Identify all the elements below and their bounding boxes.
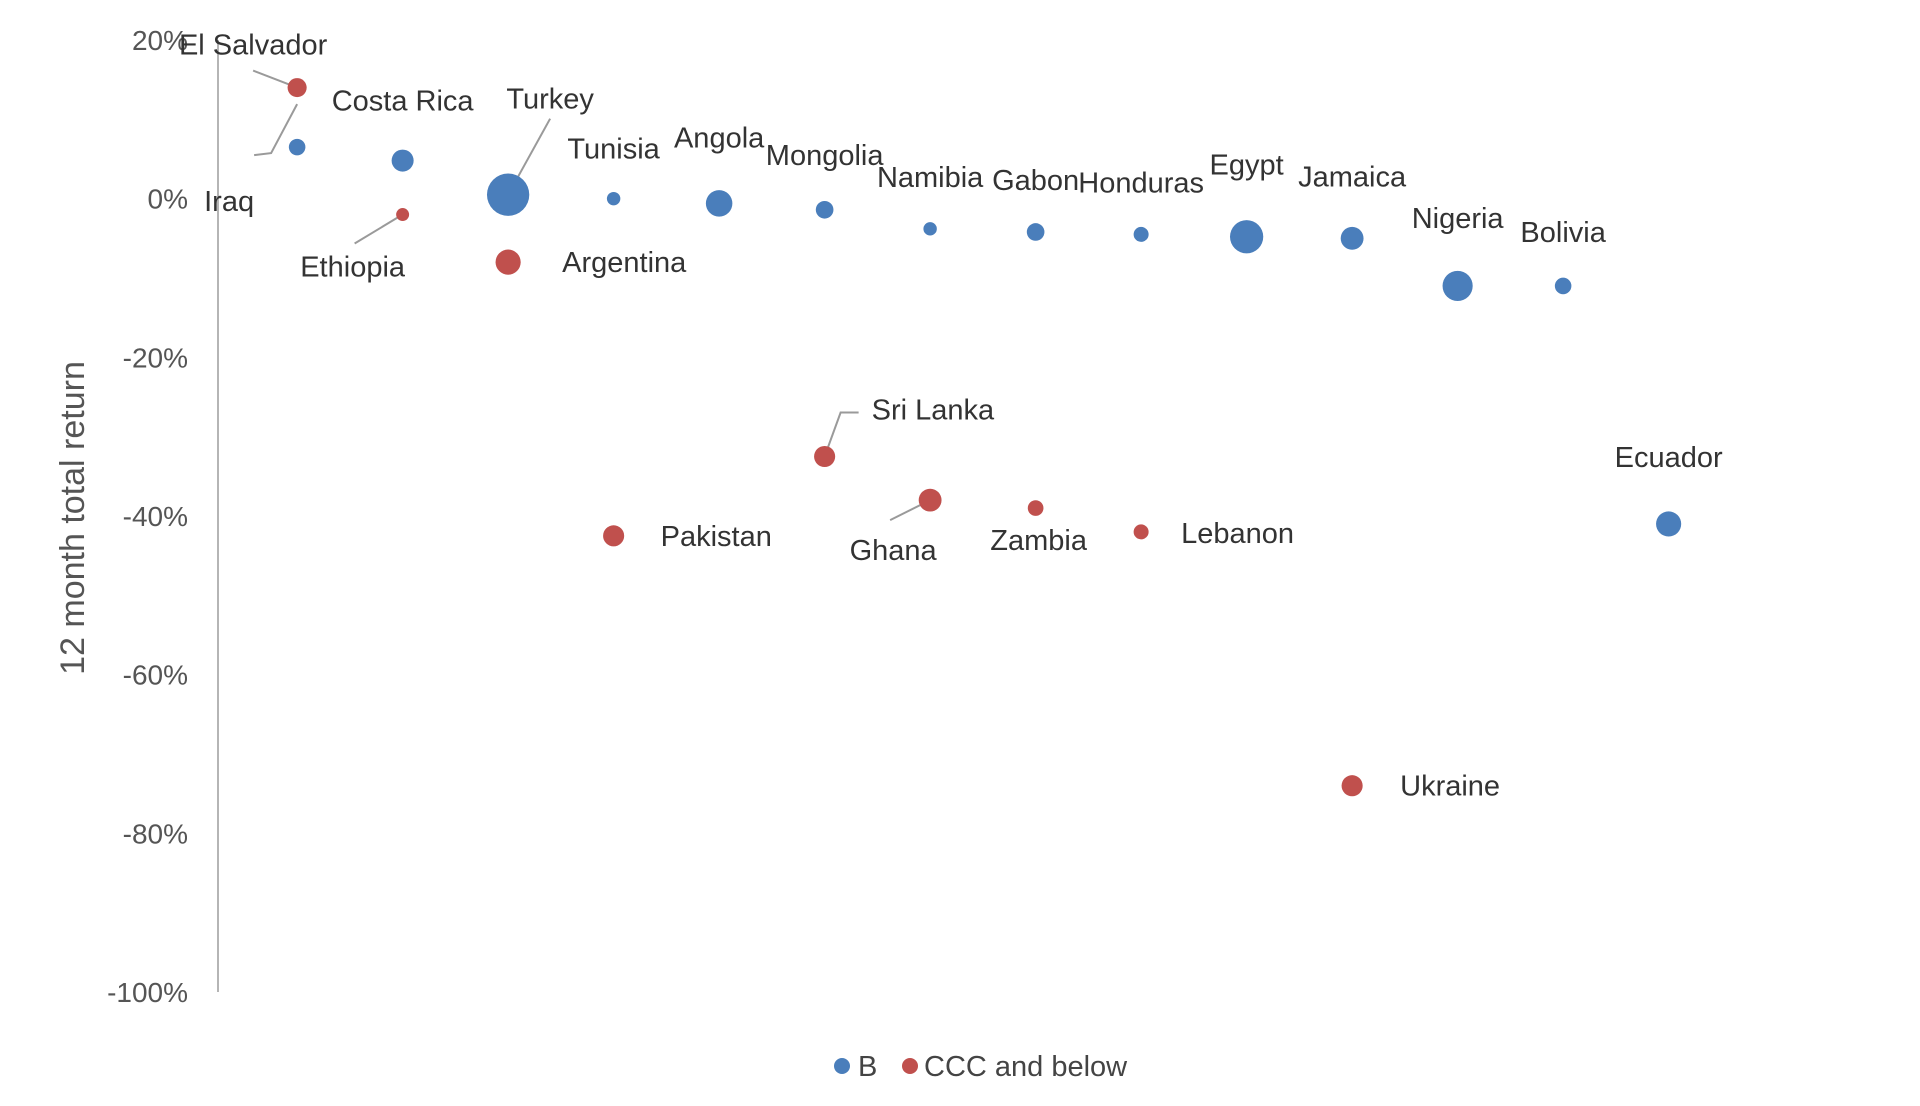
point-label-ghana: Ghana	[850, 535, 938, 567]
point-label-honduras: Honduras	[1078, 167, 1204, 199]
point-label-lebanon: Lebanon	[1181, 518, 1294, 550]
point-label-angola: Angola	[674, 122, 765, 154]
bubble-bolivia	[1554, 277, 1572, 295]
leader-line-iraq	[254, 103, 299, 157]
bubble-lebanon	[1133, 524, 1149, 540]
legend-marker-ccc-and-below	[902, 1058, 918, 1074]
point-label-mongolia: Mongolia	[766, 140, 885, 172]
y-tick-label: -100%	[107, 977, 188, 1008]
point-label-nigeria: Nigeria	[1412, 203, 1505, 235]
bubble-ethiopia	[396, 208, 410, 222]
bubble-turkey	[486, 173, 530, 216]
y-tick-label: -40%	[123, 501, 188, 532]
point-label-jamaica: Jamaica	[1298, 161, 1407, 193]
bubble-angola	[705, 190, 733, 217]
bubble-el-salvador	[287, 78, 307, 98]
bubble-nigeria	[1442, 270, 1473, 302]
bubble-ghana	[918, 488, 942, 512]
point-label-pakistan: Pakistan	[661, 521, 772, 553]
bubble-ukraine	[1341, 775, 1363, 797]
leader-line-sri-lanka	[823, 411, 859, 457]
bubbles	[287, 78, 1682, 797]
bubble-sri-lanka	[814, 445, 836, 468]
bubble-pakistan	[603, 525, 625, 547]
legend-label-ccc-and-below: CCC and below	[924, 1051, 1128, 1083]
legend-marker-b	[834, 1058, 850, 1074]
bubble-mongolia	[815, 200, 834, 219]
point-label-argentina: Argentina	[562, 247, 687, 279]
y-tick-labels: 20% 0% -20% -40% -60% -80% -100%	[107, 25, 188, 1008]
y-tick-label: -60%	[123, 660, 188, 691]
bubble-argentina	[495, 249, 521, 275]
point-label-turkey: Turkey	[506, 84, 594, 116]
bubble-gabon	[1026, 223, 1045, 241]
legend-label-b: B	[858, 1051, 877, 1083]
bubble-tunisia	[606, 191, 621, 206]
point-label-egypt: Egypt	[1210, 150, 1284, 182]
point-labels: Iraq Costa Rica Turkey Tunisia AngolaMongoli…	[179, 30, 1723, 803]
bubble-zambia	[1027, 500, 1044, 516]
point-label-namibia: Namibia	[877, 162, 984, 194]
point-label-costa-rica: Costa Rica	[332, 86, 475, 118]
point-label-gabon: Gabon	[992, 165, 1079, 197]
point-label-ukraine: Ukraine	[1400, 771, 1500, 803]
bubble-costa-rica	[391, 149, 414, 172]
y-tick-label: -20%	[123, 342, 188, 373]
leader-line-ethiopia	[354, 213, 404, 245]
bubble-egypt	[1230, 220, 1264, 254]
bubble-iraq	[288, 138, 306, 156]
y-tick-label: 0%	[148, 184, 188, 215]
point-label-zambia: Zambia	[990, 525, 1088, 557]
point-label-el-salvador: El Salvador	[179, 30, 328, 62]
y-axis-label: 12 month total return	[54, 361, 92, 675]
point-label-ethiopia: Ethiopia	[300, 252, 406, 284]
point-label-tunisia: Tunisia	[567, 134, 660, 166]
bubble-ecuador	[1656, 511, 1682, 537]
bubble-jamaica	[1340, 226, 1364, 250]
point-label-iraq: Iraq	[204, 186, 254, 218]
bubble-namibia	[923, 222, 937, 236]
y-tick-label: 20%	[132, 25, 188, 56]
point-label-sri-lanka: Sri Lanka	[872, 395, 995, 427]
y-tick-label: -80%	[123, 818, 188, 849]
bubble-honduras	[1133, 226, 1149, 242]
point-label-ecuador: Ecuador	[1615, 442, 1723, 474]
point-label-bolivia: Bolivia	[1520, 217, 1606, 249]
legend: B CCC and below	[834, 1051, 1128, 1083]
